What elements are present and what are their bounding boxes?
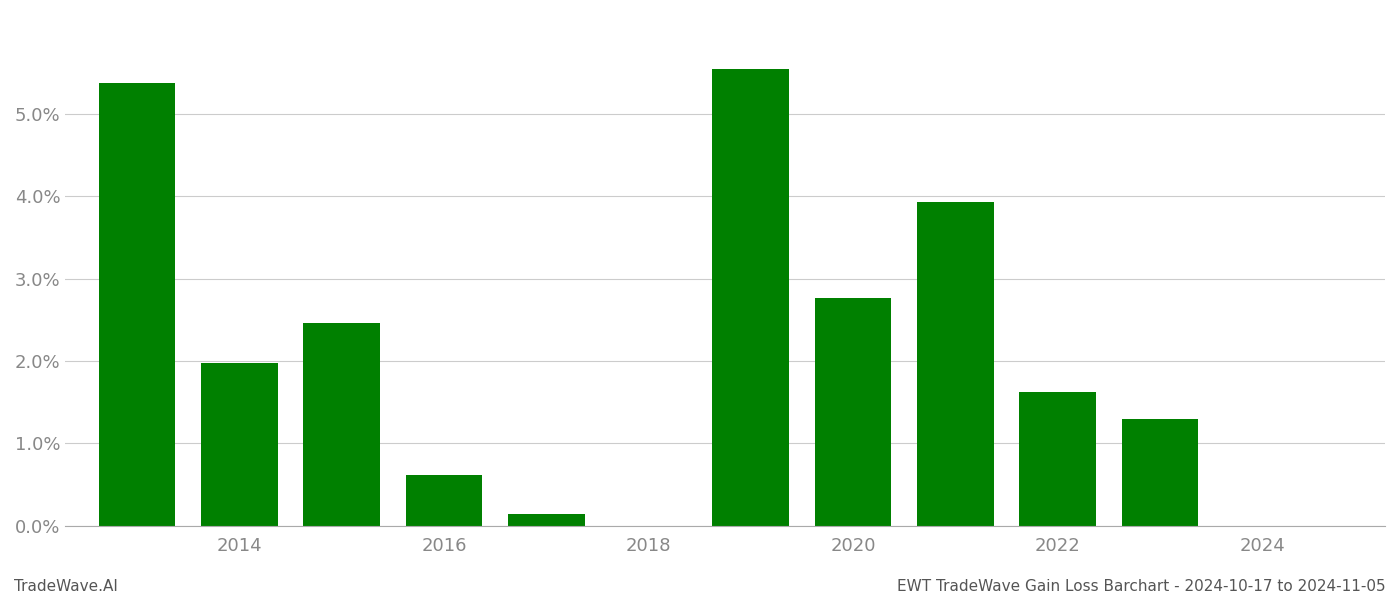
Text: TradeWave.AI: TradeWave.AI [14, 579, 118, 594]
Bar [713, 68, 790, 526]
Bar [406, 475, 483, 526]
Bar [99, 83, 175, 526]
Bar [1121, 419, 1198, 526]
Bar [815, 298, 892, 526]
Bar [202, 363, 277, 526]
Bar [1019, 392, 1096, 526]
Bar [304, 323, 379, 526]
Text: EWT TradeWave Gain Loss Barchart - 2024-10-17 to 2024-11-05: EWT TradeWave Gain Loss Barchart - 2024-… [897, 579, 1386, 594]
Bar [917, 202, 994, 526]
Bar [508, 514, 585, 526]
